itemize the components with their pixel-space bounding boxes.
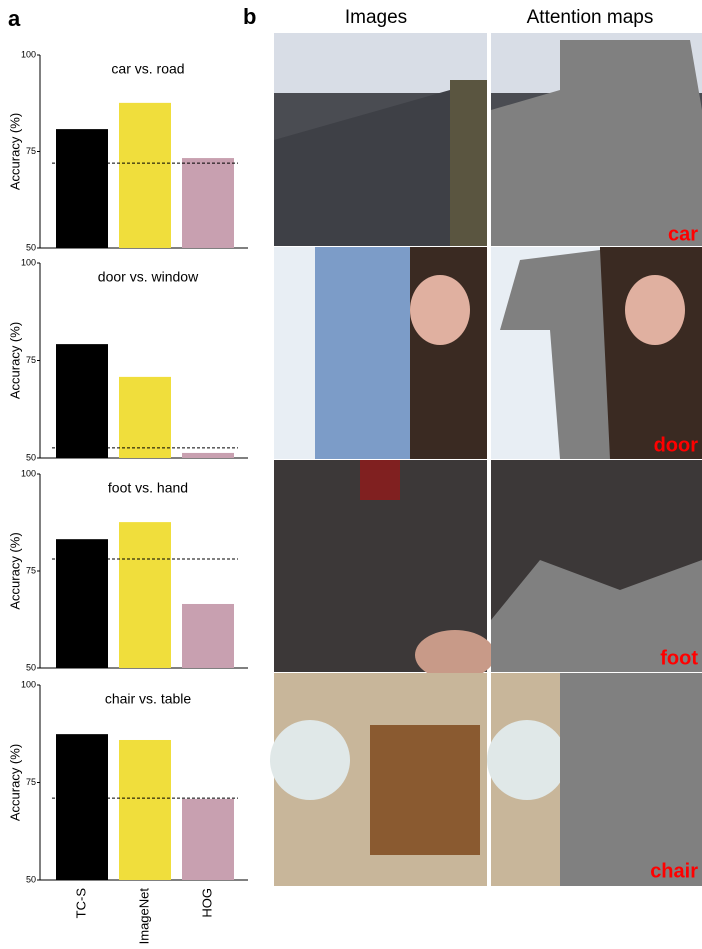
bar — [182, 798, 234, 880]
bar — [182, 158, 234, 248]
y-tick-label: 50 — [26, 874, 36, 884]
y-tick-label: 75 — [26, 777, 36, 787]
y-axis-label: Accuracy (%) — [7, 532, 22, 609]
column-header: Attention maps — [527, 7, 654, 28]
chart-title: door vs. window — [98, 269, 199, 285]
x-tick-label: HOG — [199, 888, 214, 918]
panel-label: b — [243, 4, 256, 29]
y-tick-label: 100 — [21, 257, 36, 267]
image-label: car — [668, 223, 698, 245]
y-axis-label: Accuracy (%) — [7, 322, 22, 399]
y-tick-label: 75 — [26, 146, 36, 156]
bar — [119, 739, 171, 880]
image-label: foot — [660, 647, 698, 669]
bar — [56, 734, 108, 880]
y-tick-label: 100 — [21, 49, 36, 59]
bar — [56, 129, 108, 248]
y-tick-label: 50 — [26, 662, 36, 672]
bar — [119, 102, 171, 248]
chart-title: chair vs. table — [105, 691, 192, 707]
bar — [119, 522, 171, 668]
y-axis-label: Accuracy (%) — [7, 744, 22, 821]
bar — [182, 452, 234, 458]
x-tick-label: TC-S — [73, 888, 88, 919]
bar — [56, 344, 108, 458]
y-tick-label: 100 — [21, 679, 36, 689]
y-tick-label: 50 — [26, 452, 36, 462]
chart-title: car vs. road — [111, 61, 184, 77]
y-tick-label: 75 — [26, 565, 36, 575]
column-header: Images — [345, 7, 407, 28]
image-label: chair — [650, 860, 698, 882]
panel-label: a — [8, 6, 21, 31]
y-tick-label: 75 — [26, 355, 36, 365]
y-tick-label: 100 — [21, 468, 36, 478]
image-label: door — [654, 434, 699, 456]
images — [270, 33, 702, 886]
bar — [119, 376, 171, 458]
bar — [182, 603, 234, 668]
x-tick-label: ImageNet — [136, 888, 151, 945]
chart-title: foot vs. hand — [108, 480, 188, 496]
y-tick-label: 50 — [26, 242, 36, 252]
y-axis-label: Accuracy (%) — [7, 113, 22, 190]
bar — [56, 539, 108, 668]
